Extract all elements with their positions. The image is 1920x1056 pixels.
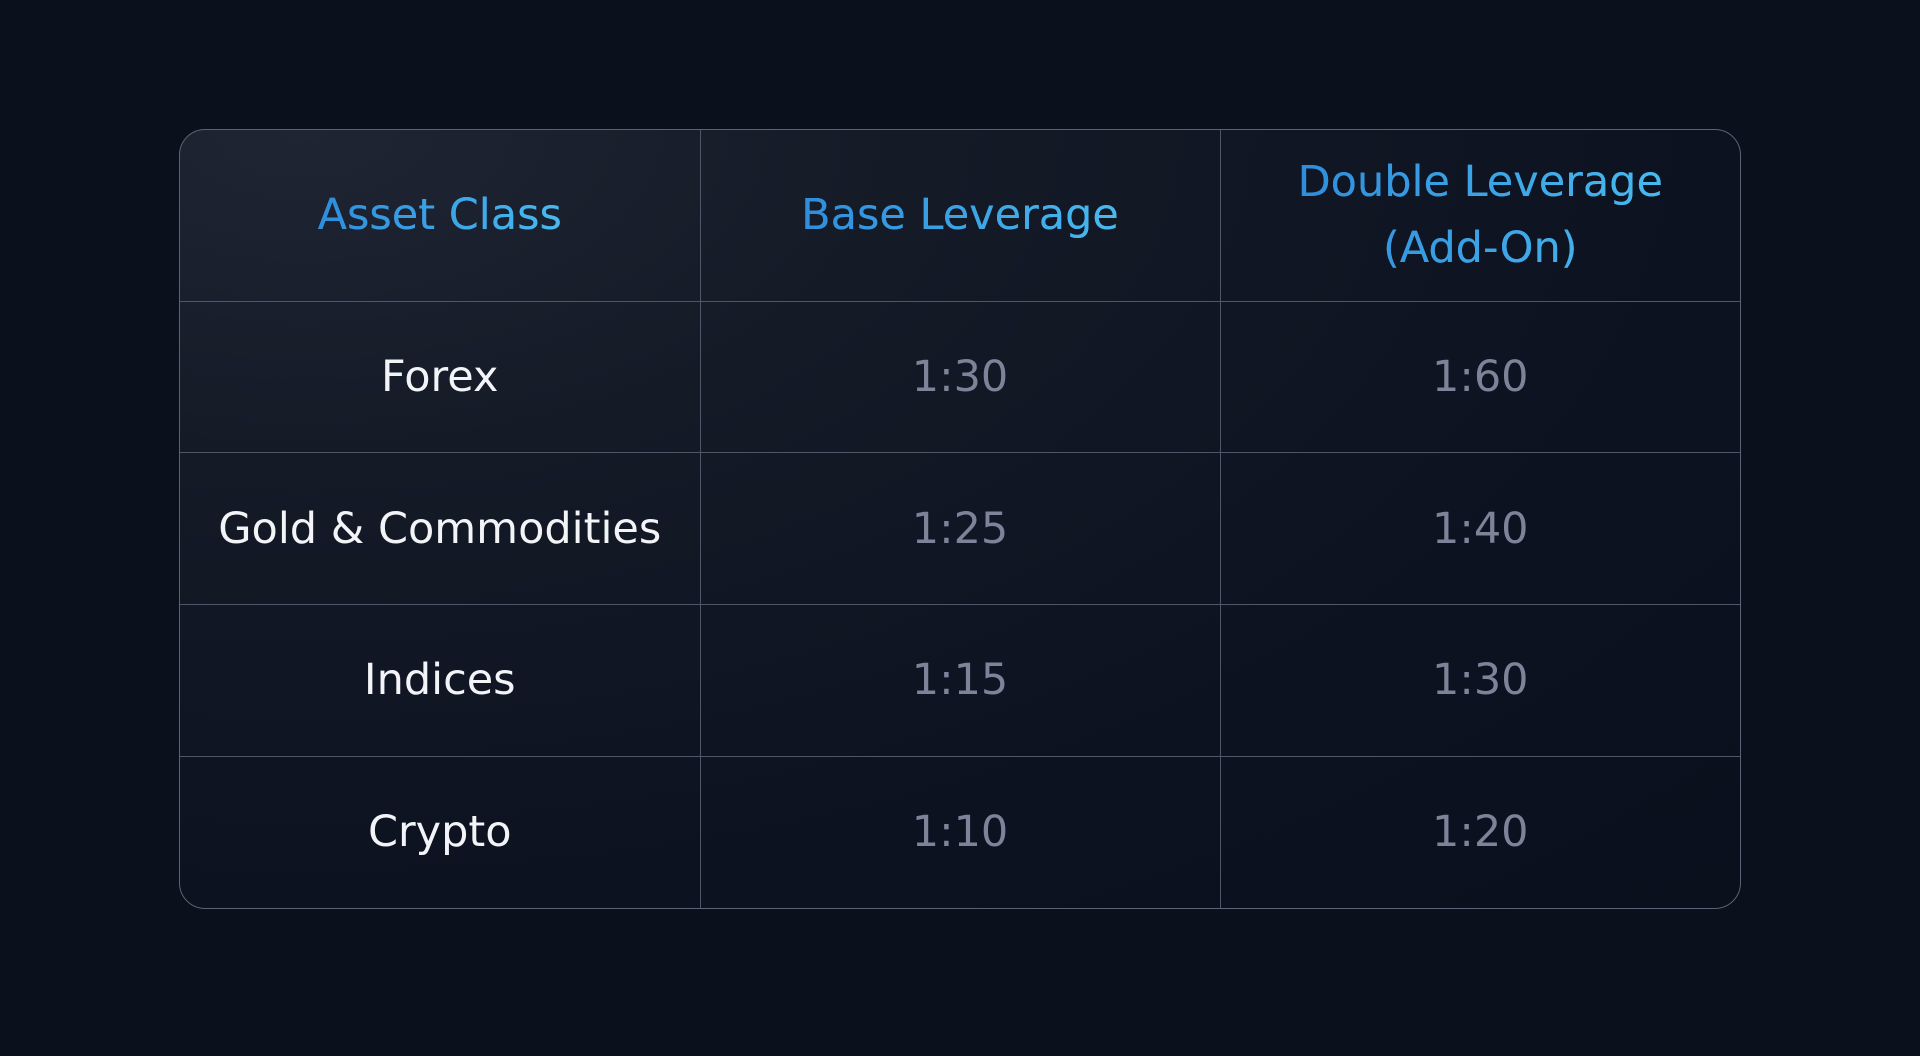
double-leverage-cell: 1:20: [1219, 755, 1740, 908]
asset-cell: Forex: [180, 300, 701, 454]
leverage-table: Asset Class Base Leverage Double Leverag…: [180, 130, 1740, 908]
double-leverage-cell: 1:30: [1219, 604, 1740, 757]
base-leverage-cell: 1:10: [699, 755, 1221, 908]
asset-cell: Crypto: [180, 755, 701, 908]
double-leverage-cell: 1:60: [1219, 300, 1740, 454]
header-double-leverage: Double Leverage (Add-On): [1219, 130, 1740, 302]
table-row: Indices 1:15 1:30: [180, 604, 1740, 757]
table-row: Forex 1:30 1:60: [180, 300, 1740, 454]
table-header-row: Asset Class Base Leverage Double Leverag…: [180, 130, 1740, 302]
header-base-leverage: Base Leverage: [699, 130, 1221, 302]
base-leverage-cell: 1:15: [699, 604, 1221, 757]
base-leverage-cell: 1:30: [699, 300, 1221, 454]
leverage-table-card: Asset Class Base Leverage Double Leverag…: [179, 129, 1741, 909]
header-asset-class: Asset Class: [180, 130, 701, 302]
asset-cell: Gold & Commodities: [180, 452, 701, 605]
base-leverage-cell: 1:25: [699, 452, 1221, 605]
table-row: Gold & Commodities 1:25 1:40: [180, 452, 1740, 605]
table-row: Crypto 1:10 1:20: [180, 755, 1740, 908]
double-leverage-cell: 1:40: [1219, 452, 1740, 605]
asset-cell: Indices: [180, 604, 701, 757]
